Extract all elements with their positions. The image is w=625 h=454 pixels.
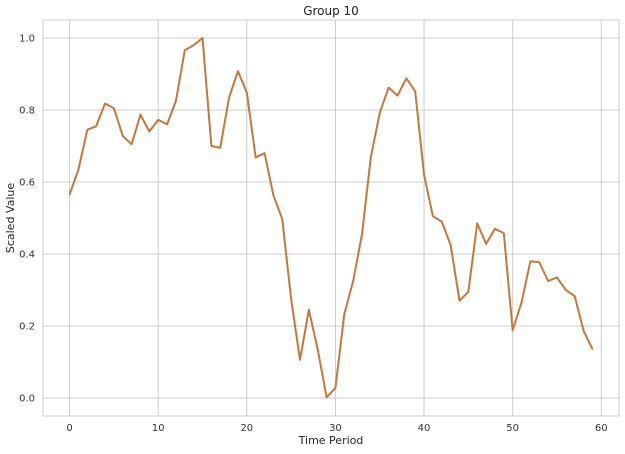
data-point	[343, 313, 346, 315]
data-point	[396, 94, 399, 97]
data-point	[440, 220, 443, 223]
data-point	[556, 276, 558, 279]
data-point	[246, 91, 248, 94]
data-point	[121, 135, 124, 137]
data-point	[192, 44, 195, 46]
data-point	[485, 243, 487, 245]
data-point	[423, 174, 425, 176]
grid	[43, 20, 619, 416]
data-point	[476, 222, 479, 225]
data-point	[157, 118, 159, 121]
data-point	[130, 143, 133, 145]
data-point	[565, 289, 567, 291]
y-tick-label: 0.2	[19, 322, 35, 333]
data-point	[166, 123, 168, 126]
data-point	[325, 396, 328, 399]
data-point	[370, 156, 372, 158]
data-point	[237, 70, 239, 72]
x-tick-label: 30	[329, 423, 342, 434]
data-point	[414, 90, 416, 93]
data-point	[175, 100, 177, 102]
data-point	[511, 329, 514, 332]
chart-title: Group 10	[303, 4, 359, 18]
data-point	[538, 261, 541, 264]
data-point	[254, 156, 257, 159]
data-point	[104, 102, 106, 105]
y-tick-label: 0.8	[19, 106, 35, 117]
data-point	[281, 218, 284, 220]
data-point	[183, 49, 186, 52]
data-point	[529, 260, 532, 263]
x-tick-label: 20	[240, 423, 253, 434]
data-point	[228, 96, 230, 99]
x-axis-label: Time Period	[298, 434, 364, 447]
y-tick-label: 1.0	[19, 34, 35, 45]
tick-labels: 0 10 20 30 40 50 60 0.0 0.2 0.4 0.6 0.8 1.0	[19, 34, 608, 435]
data-point	[95, 125, 97, 127]
data-point	[547, 280, 549, 282]
y-tick-label: 0.0	[19, 394, 35, 405]
data-point	[458, 300, 461, 302]
data-point	[378, 112, 381, 114]
data-point	[86, 129, 89, 131]
data-point	[503, 232, 505, 234]
data-point	[334, 387, 337, 389]
data-point	[272, 194, 275, 197]
data-point	[432, 215, 434, 217]
series-line	[68, 37, 594, 399]
data-point	[77, 168, 80, 171]
data-point	[219, 147, 222, 149]
series-layer	[68, 37, 594, 399]
x-tick-label: 10	[152, 423, 165, 434]
data-point	[467, 291, 470, 293]
y-axis-label: Scaled Value	[4, 183, 17, 254]
data-point	[361, 233, 363, 235]
x-tick-label: 40	[418, 423, 431, 434]
data-point	[316, 348, 319, 351]
data-point	[263, 152, 266, 154]
data-point	[582, 329, 585, 332]
data-point	[405, 77, 408, 80]
data-point	[68, 193, 71, 196]
data-point	[387, 86, 390, 89]
data-point	[573, 295, 576, 297]
data-point	[139, 113, 142, 116]
y-tick-label: 0.6	[19, 178, 35, 189]
plot-frame	[42, 19, 620, 417]
data-point	[591, 348, 594, 350]
data-point	[308, 309, 310, 311]
y-tick-label: 0.4	[19, 250, 35, 261]
data-point	[299, 359, 301, 361]
x-tick-label: 50	[506, 423, 519, 434]
x-tick-label: 0	[66, 423, 72, 434]
data-point	[210, 145, 213, 147]
data-point	[290, 298, 292, 300]
data-point	[113, 107, 115, 109]
data-point	[352, 280, 354, 282]
x-tick-label: 60	[595, 423, 608, 434]
data-point	[201, 37, 204, 39]
data-point	[449, 244, 452, 246]
data-point	[148, 130, 151, 133]
data-point	[520, 301, 523, 304]
data-point	[494, 228, 496, 230]
